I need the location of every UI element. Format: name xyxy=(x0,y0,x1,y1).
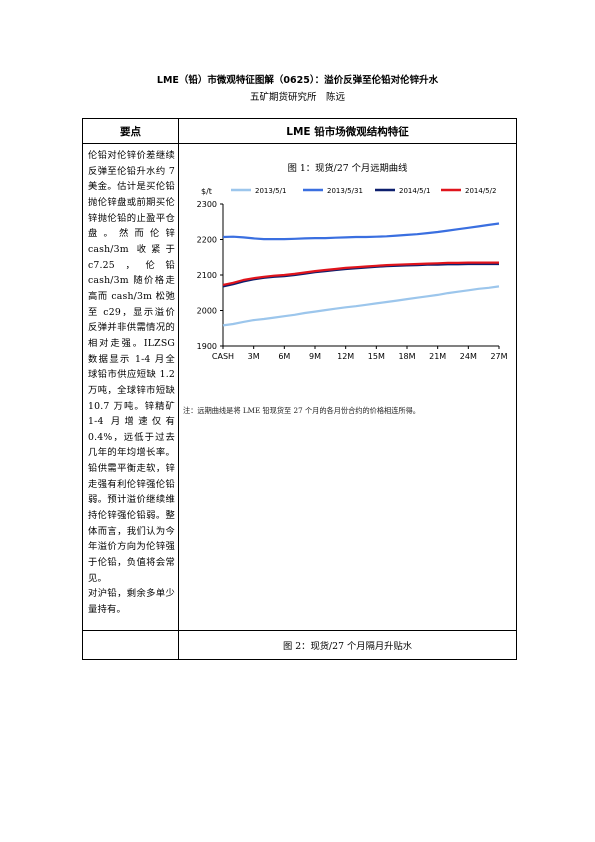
position-advice-text: 对沪铅，剩余多单少量持有。 xyxy=(88,588,176,616)
empty-cell xyxy=(81,630,180,660)
figure1-caption: 图 1：现货/27 个月远期曲线 xyxy=(287,163,408,174)
y-tick-label: 2000 xyxy=(197,307,217,316)
legend-label: 2014/5/2 xyxy=(465,187,496,195)
figure2-caption: 图 2：现货/27 个月隔月升贴水 xyxy=(178,630,517,660)
x-tick-label: CASH xyxy=(212,352,234,361)
x-tick-label: 3M xyxy=(248,352,260,361)
x-tick-label: 21M xyxy=(429,352,446,361)
table-header-structure: LME 铅市场微观结构特征 xyxy=(178,118,517,144)
legend-label: 2013/5/1 xyxy=(255,187,286,195)
x-tick-label: 6M xyxy=(278,352,290,361)
document-subtitle: 五矿期货研究所 陈远 xyxy=(249,92,345,103)
y-axis-label: $/t xyxy=(201,187,212,196)
y-tick-label: 1900 xyxy=(197,342,217,351)
document-title: LME（铅）市微观特征图解（0625）：溢价反弹至伦铅对伦锌升水 xyxy=(156,75,439,86)
y-tick-label: 2100 xyxy=(197,271,217,280)
figure1-note: 注：远期曲线是将 LME 铅现货至 27 个月的各月份合约的价格相连所得。 xyxy=(183,406,420,415)
x-tick-label: 12M xyxy=(337,352,354,361)
y-tick-label: 2200 xyxy=(197,236,217,245)
series-line xyxy=(222,285,500,327)
content-table: 要点 LME 铅市场微观结构特征 伦铅对伦锌价差继续反弹至伦铅升水约 7 美金。… xyxy=(81,118,517,660)
legend-label: 2013/5/31 xyxy=(327,187,363,195)
x-tick-label: 27M xyxy=(490,352,507,361)
series-line xyxy=(222,222,500,241)
analysis-text: 伦铅对伦锌价差继续反弹至伦铅升水约 7 美金。估计是买伦铅抛伦锌盘或前期买伦锌抛… xyxy=(88,150,176,584)
points-cell: 伦铅对伦锌价差继续反弹至伦铅升水约 7 美金。估计是买伦铅抛伦锌盘或前期买伦锌抛… xyxy=(81,143,180,631)
table-header-points: 要点 xyxy=(81,118,180,144)
forward-curve-chart: 1900 2000 2100 2200 2300 $/t CASH 3M 6M 9M 12M 15M 1… xyxy=(197,187,508,361)
x-tick-label: 15M xyxy=(368,352,385,361)
y-tick-label: 2300 xyxy=(197,200,217,209)
x-tick-label: 24M xyxy=(460,352,477,361)
chart-cell: 图 1：现货/27 个月远期曲线 1900 2000 2100 2200 2300 $/t… xyxy=(178,143,517,631)
x-tick-label: 9M xyxy=(309,352,321,361)
series-line xyxy=(222,261,500,286)
x-tick-label: 18M xyxy=(398,352,415,361)
legend-label: 2014/5/1 xyxy=(399,187,430,195)
